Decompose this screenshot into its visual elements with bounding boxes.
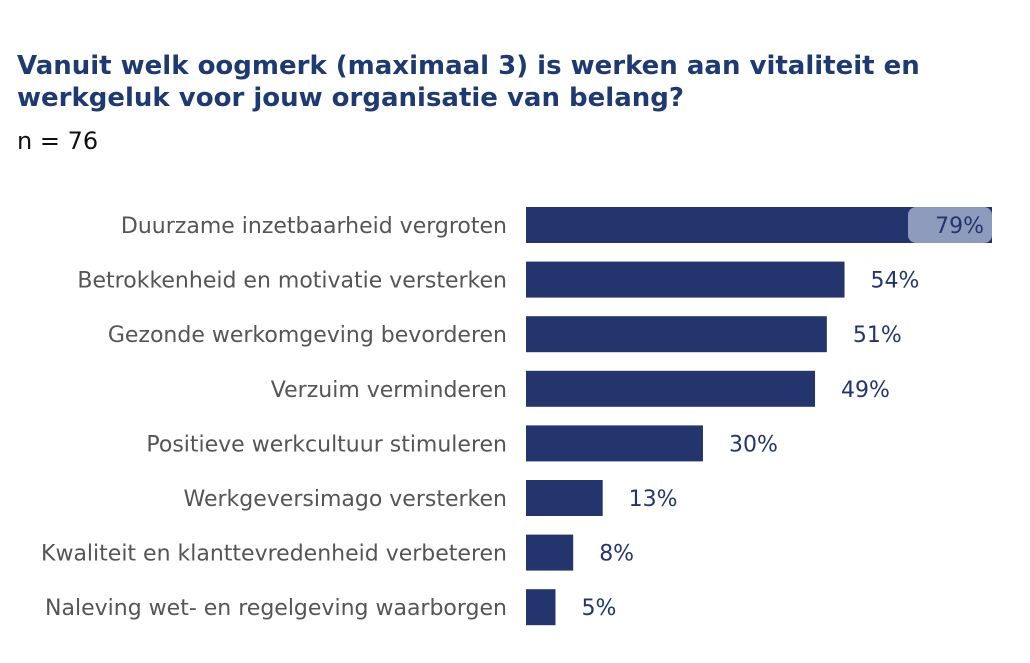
value-label: 49%: [841, 378, 890, 403]
value-label: 54%: [871, 269, 920, 294]
category-label: Verzuim verminderen: [271, 378, 507, 403]
bar: [526, 425, 703, 462]
sample-size: n = 76: [17, 127, 99, 155]
category-label: Duurzame inzetbaarheid vergroten: [121, 214, 507, 239]
value-label: 79%: [935, 214, 984, 239]
chart-title: Vanuit welk oogmerk (maximaal 3) is werk…: [17, 51, 920, 113]
value-label: 51%: [853, 323, 902, 348]
category-label: Betrokkenheid en motivatie versterken: [77, 269, 507, 294]
value-label: 5%: [581, 596, 616, 621]
bar: [526, 534, 574, 571]
value-label-badge: [908, 207, 992, 243]
category-label: Werkgeversimago versterken: [184, 487, 508, 512]
category-label: Kwaliteit en klanttevredenheid verbetere…: [41, 542, 507, 567]
category-label: Positieve werkcultuur stimuleren: [146, 432, 507, 457]
bar: [526, 589, 556, 626]
category-label: Naleving wet- en regelgeving waarborgen: [45, 596, 507, 621]
bar: [526, 316, 827, 353]
bar: [526, 480, 603, 516]
value-label: 8%: [599, 542, 634, 567]
bar: [526, 370, 816, 407]
category-label: Gezonde werkomgeving bevorderen: [108, 323, 507, 348]
value-label: 30%: [729, 432, 778, 457]
value-label: 13%: [629, 487, 678, 512]
bar: [526, 261, 845, 298]
